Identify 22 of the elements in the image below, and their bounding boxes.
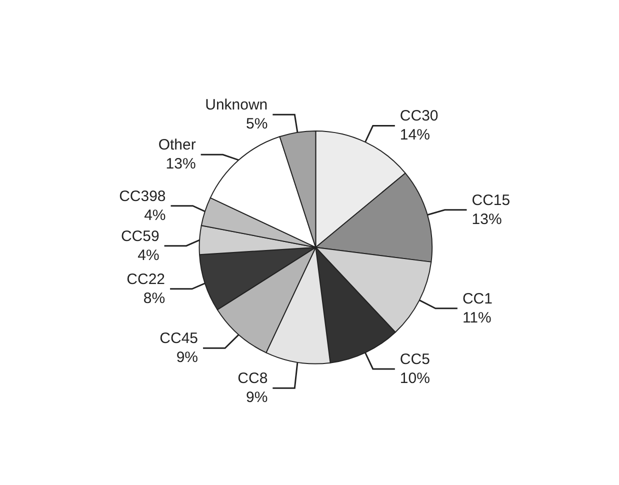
data-label: 13% [166,156,196,173]
slice-label: CC8 [238,370,268,388]
slice-label: CC30 [400,108,438,125]
slice-label: Unknown [205,96,268,114]
data-label: 11% [462,309,492,326]
data-label: 9% [176,349,198,366]
data-label: 8% [143,290,166,307]
data-label: 5% [246,116,268,133]
slice-label: CC59 [120,228,160,245]
data-label: 4% [144,206,166,224]
slice-label: CC22 [126,270,166,288]
data-label: 4% [138,246,160,264]
slice-label: Other [158,136,196,154]
data-label: 10% [400,370,430,387]
slice-label: CC398 [119,188,166,205]
data-label: 14% [400,126,430,144]
slice-label: CC45 [160,330,198,348]
data-label: 9% [246,389,268,406]
slice-label: CC15 [472,192,510,209]
slice-label: CC5 [400,350,430,368]
data-label: 13% [472,210,502,228]
slice-label: CC1 [462,290,492,308]
